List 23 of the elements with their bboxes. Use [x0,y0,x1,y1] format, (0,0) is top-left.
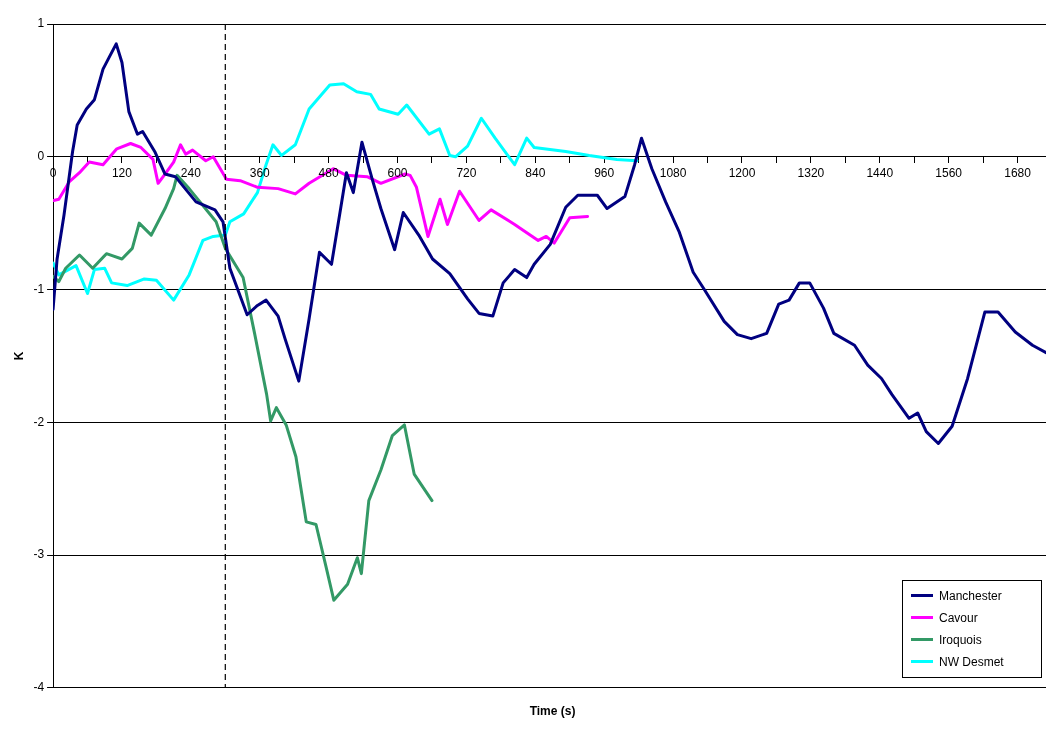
x-tick-label: 1440 [866,166,894,181]
y-tick-label: -3 [33,547,45,562]
legend-label: Cavour [939,610,978,625]
x-tick-label: 1320 [797,166,825,181]
legend-label: NW Desmet [939,654,1004,669]
x-tick-label: 240 [180,166,202,181]
x-tick-label: 960 [594,166,615,181]
x-tick-label: 1680 [1004,166,1032,181]
x-tick-label: 1200 [728,166,756,181]
x-tick-label: 120 [111,166,133,181]
legend-label: Iroquois [939,632,982,647]
y-tick-label: 1 [37,16,45,31]
x-tick-label: 840 [525,166,546,181]
y-tick-label: -4 [33,680,45,695]
x-tick-label: 1080 [659,166,687,181]
y-tick-label: -1 [33,281,45,296]
y-tick-label: 0 [37,149,45,164]
legend-label: Manchester [939,588,1002,603]
x-tick-label: 720 [456,166,477,181]
y-tick-label: -2 [33,414,45,429]
x-tick-label: 1560 [935,166,963,181]
y-axis-title: K [11,351,26,361]
x-axis-title: Time (s) [528,704,577,718]
